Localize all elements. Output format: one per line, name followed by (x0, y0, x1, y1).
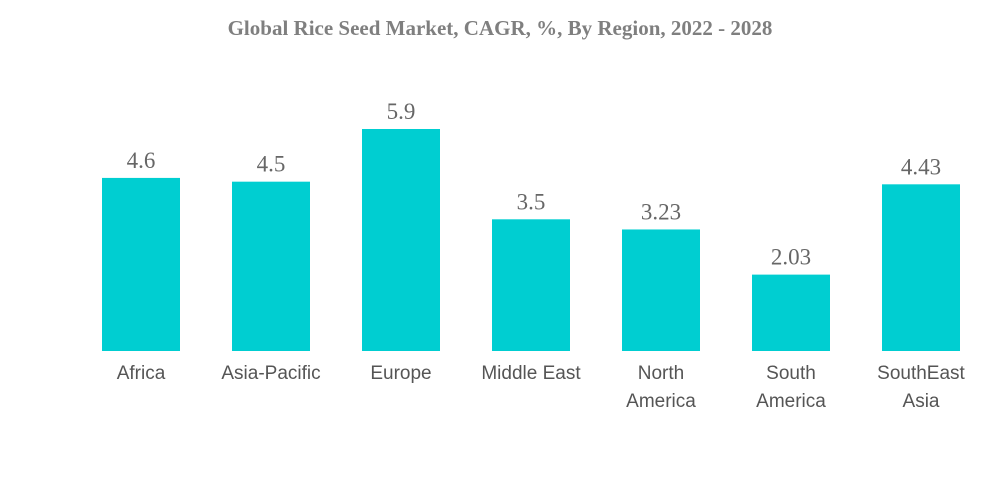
bar-southeast-asia (882, 184, 960, 351)
category-label: Africa (117, 363, 166, 384)
category-label: SouthEast Asia (877, 363, 965, 412)
category-label: Asia-Pacific (221, 363, 320, 384)
value-label: 4.43 (901, 154, 941, 179)
bar-europe (362, 129, 440, 351)
category-label: Europe (370, 363, 431, 384)
bar-middle-east (492, 219, 570, 351)
bars-group (102, 129, 960, 351)
bar-asia-pacific (232, 181, 310, 351)
bar-north-america (622, 229, 700, 351)
category-label: Middle East (481, 363, 581, 384)
value-label: 5.9 (387, 99, 416, 124)
value-label: 4.5 (257, 152, 286, 177)
value-label: 3.5 (517, 189, 546, 214)
category-labels-group: Africa Asia-Pacific Europe Middle East North… (117, 363, 966, 412)
chart-title: Global Rice Seed Market, CAGR, %, By Reg… (227, 16, 773, 40)
category-label: North America (626, 363, 696, 412)
value-labels-group: 4.6 4.5 5.9 3.5 3.23 2.03 4.43 (127, 99, 942, 270)
bar-africa (102, 177, 180, 351)
category-label: South America (756, 363, 826, 412)
bar-south-america (752, 274, 830, 351)
value-label: 3.23 (641, 199, 681, 224)
value-label: 2.03 (771, 245, 811, 270)
value-label: 4.6 (127, 148, 156, 173)
